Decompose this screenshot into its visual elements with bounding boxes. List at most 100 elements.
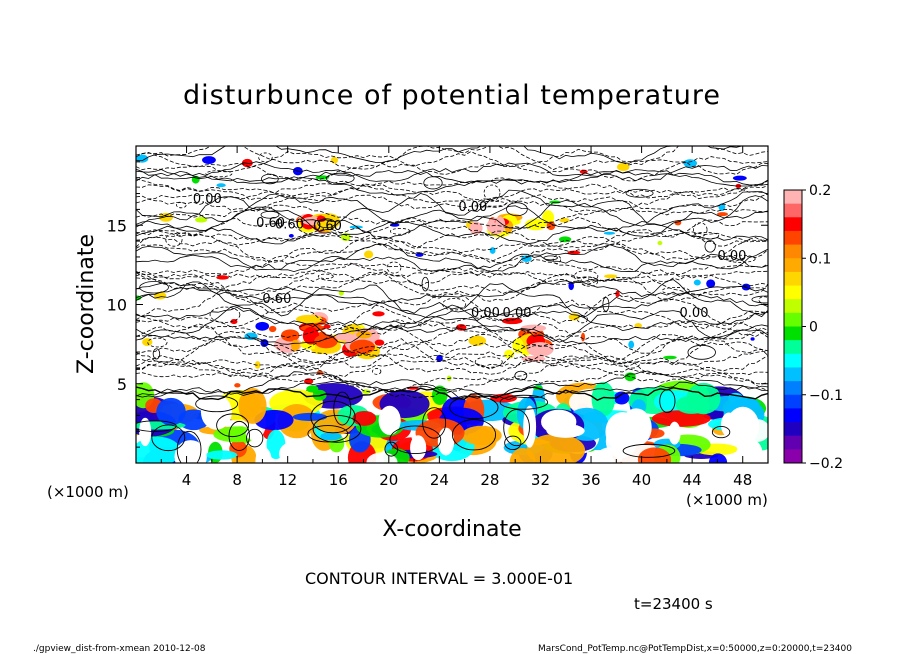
contour-label: 0.60: [256, 216, 285, 231]
contour-loop: [246, 428, 264, 448]
field-speck: [202, 156, 216, 164]
contour-loop: [151, 424, 186, 452]
colorbar-tick-label: −0.1: [809, 388, 843, 404]
contour-loop: [333, 391, 352, 426]
x-tick-label: 28: [480, 471, 499, 489]
field-speck: [604, 274, 618, 279]
contour-loop: [622, 443, 676, 458]
field-blob: [461, 425, 502, 446]
contour-dashed: [136, 319, 768, 339]
contour-dashed: [136, 259, 768, 277]
y-axis-label: Z-coordinate: [74, 234, 99, 374]
field-speck: [628, 340, 635, 349]
colorbar-swatch: [784, 285, 802, 300]
colorbar-swatch: [784, 422, 802, 437]
contour-label: 0.00: [503, 306, 532, 321]
contour-loop: [216, 413, 250, 438]
contour-loop: [499, 394, 549, 410]
field-blob: [349, 339, 376, 355]
contour-lines: [136, 146, 768, 463]
field-blob: [526, 433, 586, 463]
contour-loop: [576, 315, 588, 324]
field-speck: [364, 250, 374, 259]
contour-solid: [136, 386, 768, 401]
field-blob: [314, 334, 338, 349]
contour-solid: [136, 169, 768, 196]
field-blob: [352, 410, 377, 426]
contour-loop: [139, 281, 169, 294]
contour-dashed: [136, 241, 768, 264]
colorbar-tick-label: 0: [809, 320, 818, 336]
contour-label: 0.00: [471, 306, 500, 321]
contour-loop: [307, 425, 349, 443]
x-tick-label: 16: [329, 471, 348, 489]
x-tick-label: 20: [379, 471, 398, 489]
field-blob: [469, 221, 483, 235]
x-axis: 4 8 12 16 20 24 28 32 36 40 44 48: [160, 146, 752, 489]
contour-loop: [209, 306, 241, 323]
contour-loop: [195, 395, 239, 413]
field-blob: [292, 412, 328, 421]
contour-dashed: [136, 272, 768, 304]
contour-dashed: [136, 299, 768, 330]
field-blob: [378, 405, 401, 435]
colorbar-swatch: [784, 299, 802, 314]
contour-loop: [389, 228, 411, 235]
contour-solid: [136, 189, 768, 226]
contour-loop: [504, 435, 522, 451]
contour-loop: [422, 407, 447, 439]
contour-solid: [136, 324, 768, 345]
colorbar-tick-label: −0.2: [809, 456, 843, 472]
field-blob: [280, 329, 300, 342]
contour-loop: [390, 319, 406, 329]
contour-loop: [260, 210, 280, 219]
field-speck: [663, 355, 677, 360]
field-speck: [615, 290, 620, 298]
field-speck: [268, 325, 277, 333]
colorbar-ticks: 0.2 0.1 0 −0.1 −0.2: [802, 183, 843, 472]
x-unit-left: (×1000 m): [47, 483, 129, 501]
contour-solid: [136, 304, 768, 344]
contour-dashed: [136, 269, 768, 289]
contour-solid: [136, 379, 768, 401]
contour-label: 0.00: [458, 200, 487, 215]
contour-loop: [312, 415, 362, 443]
colorbar-swatch: [784, 367, 802, 382]
field-blob: [526, 342, 554, 357]
colorbar-swatch: [784, 244, 802, 259]
colorbar-swatch: [784, 190, 802, 205]
field-speck: [616, 162, 630, 172]
field-blob: [139, 417, 152, 447]
contour-loop: [386, 261, 402, 274]
field-blob: [637, 447, 672, 463]
colorbar-swatch: [784, 381, 802, 396]
contour-dashed: [136, 352, 768, 379]
contour-dashed: [136, 324, 768, 365]
time-stamp: t=23400 s: [634, 595, 713, 613]
field-blob: [205, 450, 238, 460]
x-tick-label: 40: [632, 471, 651, 489]
field-blob: [410, 435, 427, 461]
chart-title: disturbunce of potential temperature: [183, 80, 721, 111]
contour-solid: [136, 146, 744, 164]
field-blob: [726, 406, 760, 446]
contour-loop: [317, 273, 334, 279]
field-blob: [255, 447, 272, 463]
contour-dashed: [136, 148, 768, 175]
contour-dashed: [136, 271, 768, 296]
field-speck: [306, 385, 319, 393]
contour-dashed: [136, 338, 768, 372]
contour-loop: [474, 356, 503, 368]
field-blob: [501, 317, 523, 325]
field-blob: [279, 442, 302, 463]
field-speck: [683, 159, 697, 168]
contour-loop: [317, 218, 336, 229]
contour-label: 0.00: [193, 192, 222, 207]
contour-loop: [451, 419, 497, 451]
contour-loop: [165, 232, 183, 247]
contour-loop: [176, 201, 187, 209]
field-blob: [174, 440, 207, 463]
contour-dashed: [136, 331, 768, 368]
contour-loop: [514, 370, 528, 381]
